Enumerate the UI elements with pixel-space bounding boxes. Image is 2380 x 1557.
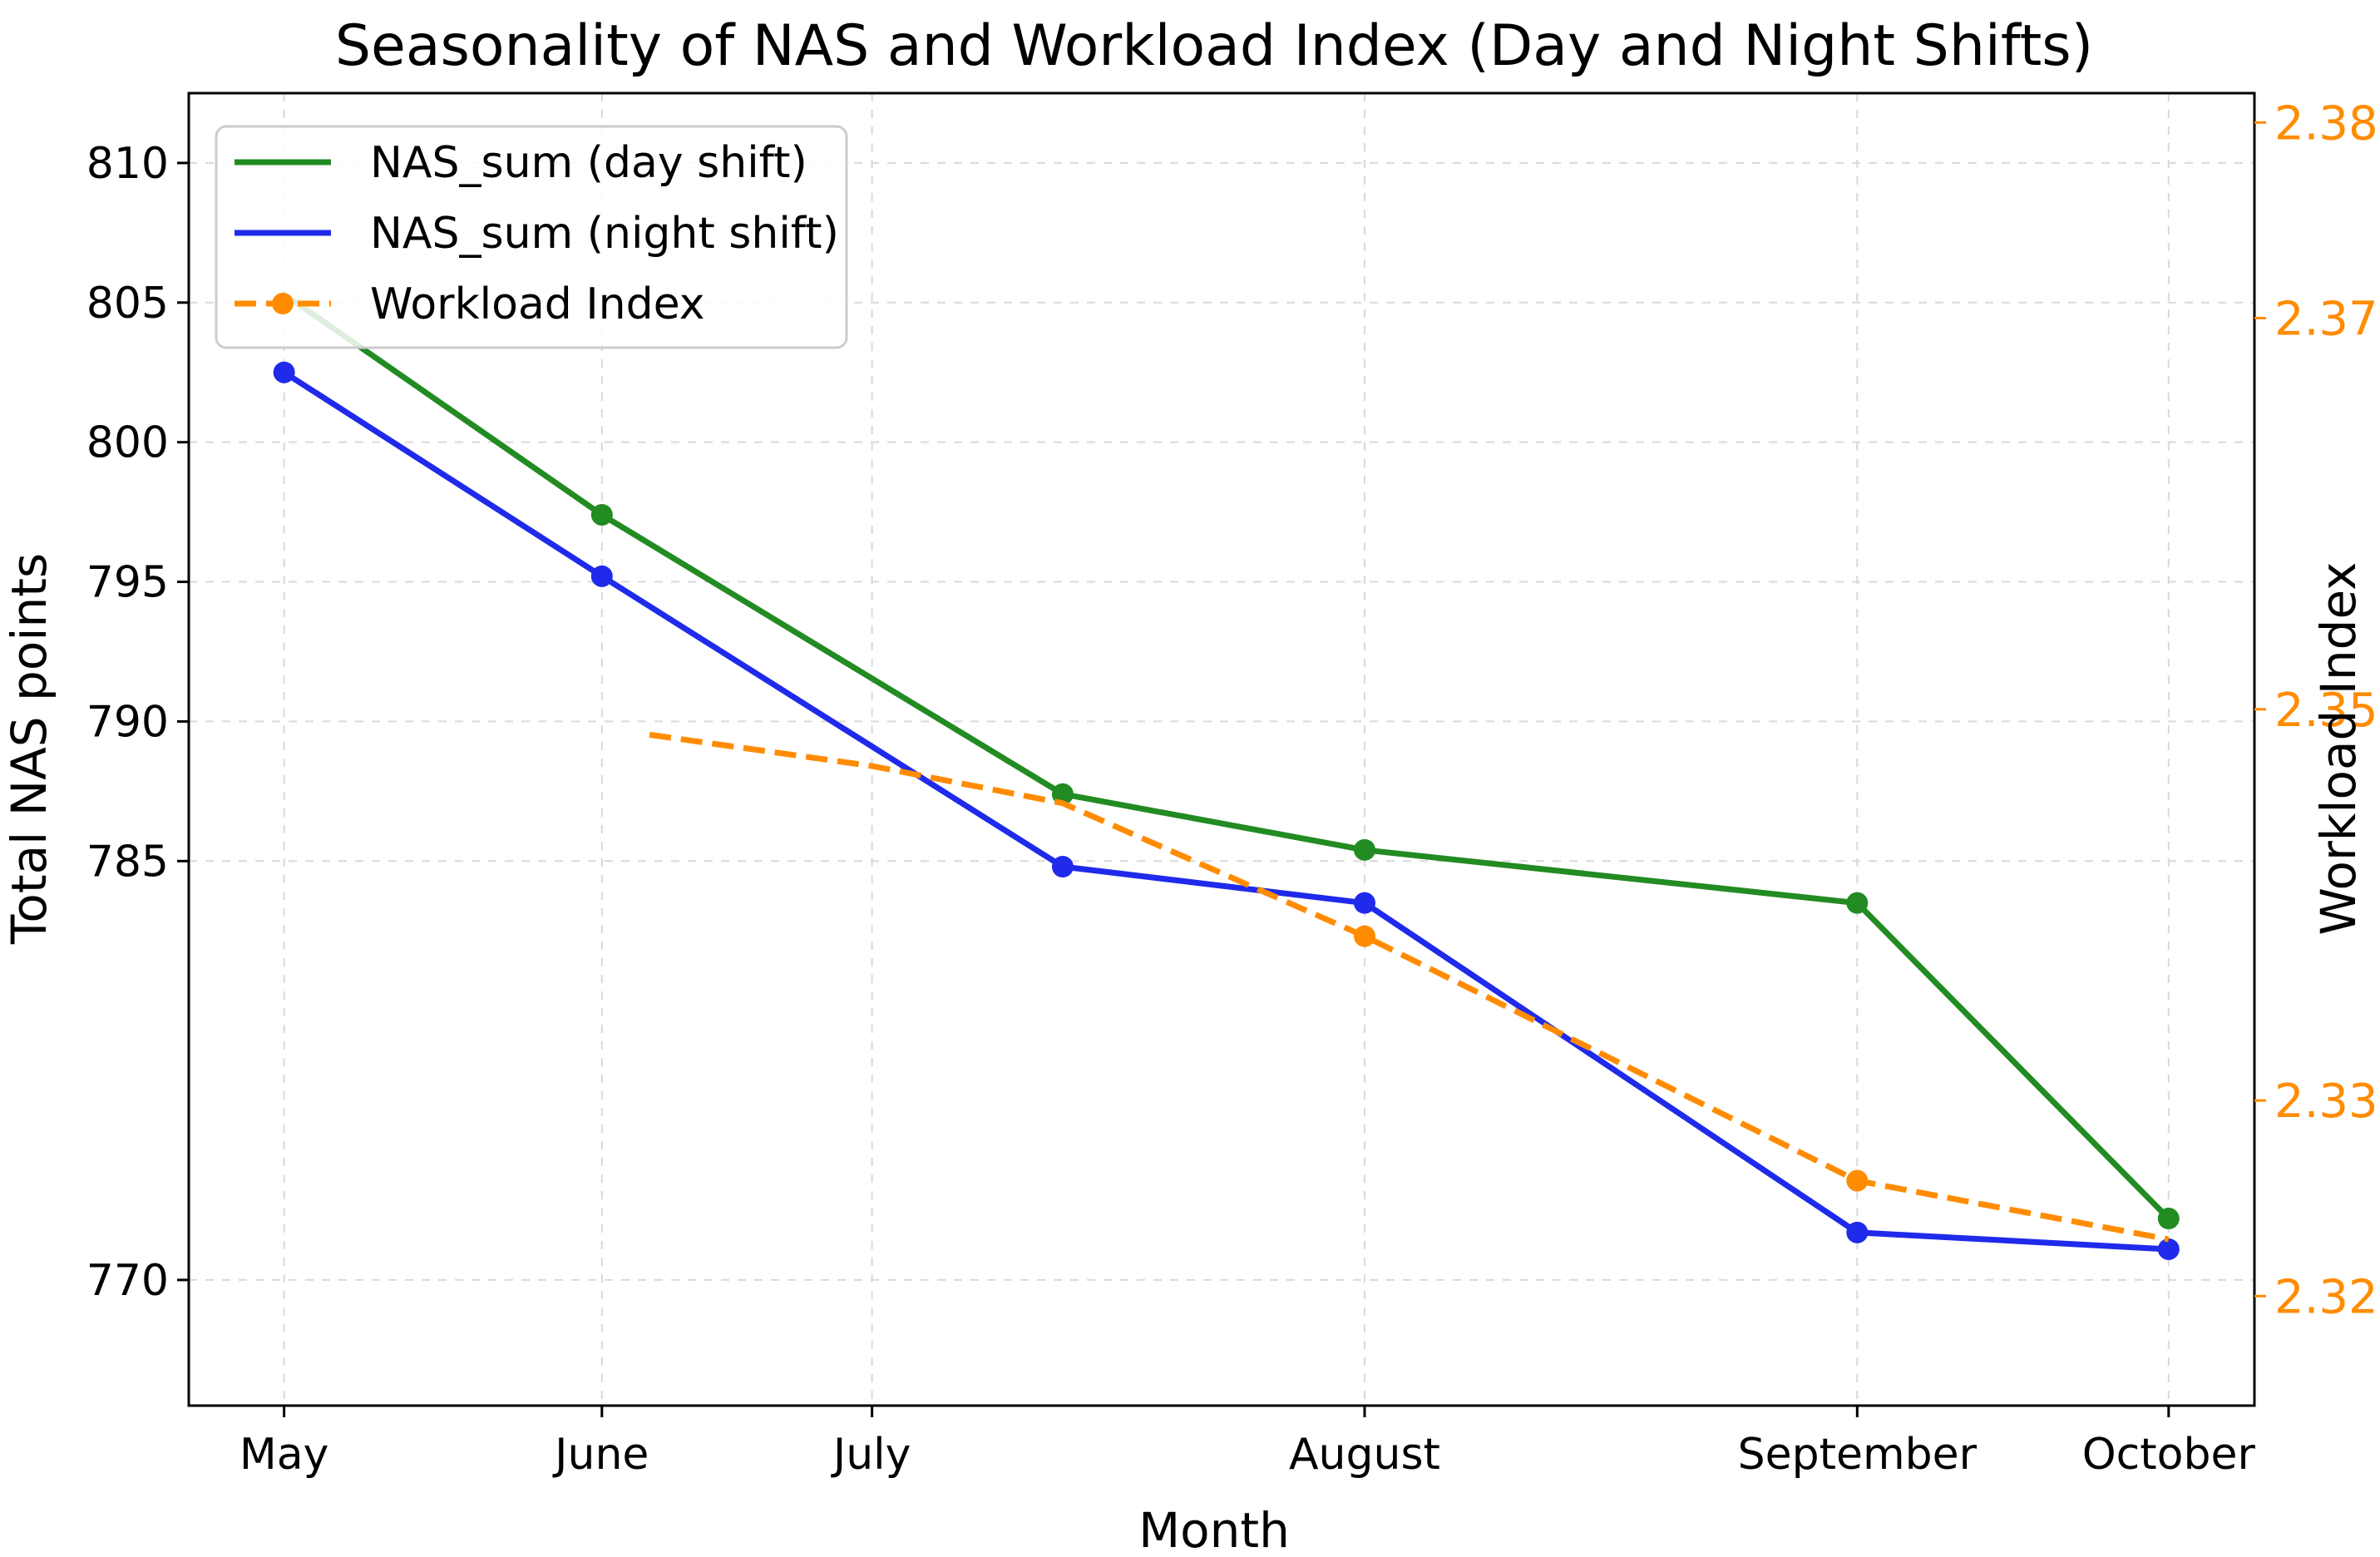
x-tick-label: October <box>2082 1430 2256 1480</box>
data-point-nas-sum-night-shift <box>1846 1221 1869 1243</box>
right-tick-label: 2.38 <box>2274 96 2378 151</box>
data-point-nas-sum-day-shift <box>1846 892 1869 914</box>
left-tick-label: 810 <box>86 139 169 189</box>
data-point-workload-index <box>1353 925 1375 947</box>
right-tick-label: 2.37 <box>2274 292 2378 346</box>
grid-layer <box>189 93 2254 1406</box>
left-tick-label: 805 <box>86 279 169 329</box>
data-point-nas-sum-night-shift <box>2157 1238 2180 1260</box>
data-point-nas-sum-day-shift <box>590 503 613 526</box>
plot-frame <box>187 91 2256 1407</box>
right-tick-label: 2.35 <box>2274 684 2378 738</box>
right-tick-label: 2.33 <box>2274 1075 2378 1129</box>
x-tick-label: July <box>831 1430 911 1480</box>
data-point-nas-sum-night-shift <box>1353 892 1375 914</box>
left-tick-label: 770 <box>86 1256 169 1306</box>
left-tick-label: 795 <box>86 558 169 608</box>
legend-label-nas-sum-night-shift: NAS_sum (night shift) <box>370 209 839 259</box>
data-point-workload-index <box>1846 1169 1869 1192</box>
data-point-nas-sum-night-shift <box>590 565 613 587</box>
legend: NAS_sum (day shift) NAS_sum (night shift)… <box>215 125 848 349</box>
series-line-nas-sum-night-shift <box>281 369 2172 1253</box>
x-tick-label: August <box>1289 1430 1440 1480</box>
right-tick-label: 2.32 <box>2274 1270 2378 1324</box>
left-tick-label: 785 <box>86 837 169 887</box>
legend-label-workload-index: Workload Index <box>370 279 705 329</box>
left-tick-label: 800 <box>86 418 169 468</box>
legend-marker-workload-index <box>272 293 294 314</box>
data-point-nas-sum-day-shift <box>2157 1208 2180 1230</box>
legend-label-nas-sum-day-shift: NAS_sum (day shift) <box>370 138 807 188</box>
y2-axis-label: Workload Index <box>2310 562 2367 936</box>
x-axis: May June July August September October <box>239 1406 2256 1480</box>
chart-title: Seasonality of NAS and Workload Index (D… <box>335 13 2093 79</box>
left-y-axis: 770 785 790 795 800 805 810 <box>86 139 189 1306</box>
legend-frame <box>215 125 848 349</box>
data-point-nas-sum-day-shift <box>1353 838 1375 861</box>
right-y-axis: 2.32 2.33 2.35 2.37 2.38 <box>2254 96 2378 1324</box>
data-point-nas-sum-night-shift <box>273 361 295 383</box>
y-axis-label: Total NAS points <box>1 553 57 945</box>
data-point-nas-sum-night-shift <box>1051 856 1074 878</box>
series-layer <box>273 291 2180 1260</box>
x-axis-label: Month <box>1138 1502 1290 1557</box>
series-line-workload-index <box>649 731 2170 1243</box>
x-tick-label: May <box>239 1430 329 1480</box>
x-tick-label: September <box>1738 1430 1978 1480</box>
left-tick-label: 790 <box>86 697 169 747</box>
series-line-nas-sum-day-shift <box>281 291 2172 1222</box>
x-tick-label: June <box>552 1430 649 1480</box>
